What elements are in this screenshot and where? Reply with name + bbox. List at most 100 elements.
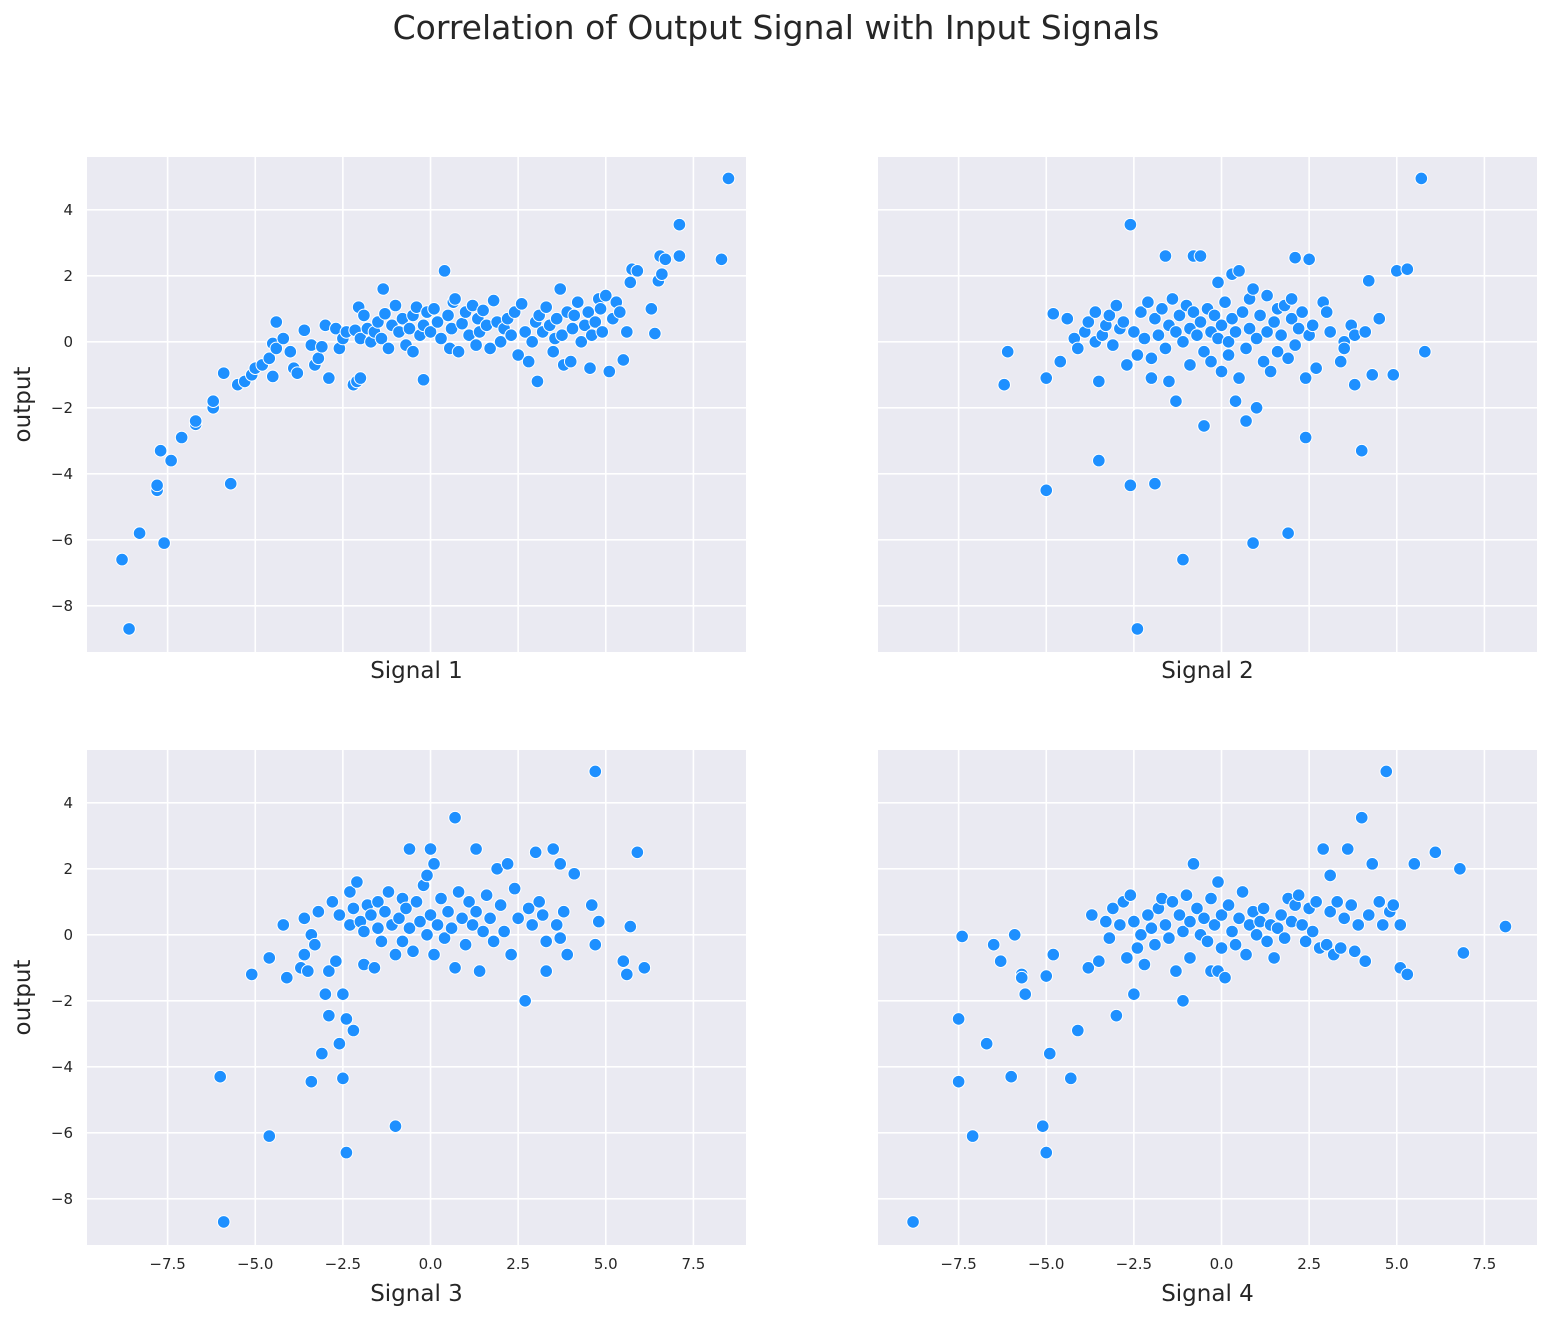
data-point: [1144, 351, 1159, 366]
data-point: [549, 311, 564, 326]
y-tick-label: −2: [51, 399, 73, 417]
data-point: [388, 1119, 403, 1134]
x-tick-label: −5.0: [1028, 1255, 1064, 1273]
data-point: [504, 947, 518, 962]
data-point: [1211, 875, 1225, 889]
data-point: [318, 987, 333, 1002]
data-point: [441, 308, 455, 323]
data-point: [216, 1215, 231, 1229]
data-point: [1081, 961, 1096, 975]
data-point: [325, 895, 340, 909]
data-point: [378, 904, 392, 919]
data-point: [986, 937, 1001, 952]
data-point: [1498, 919, 1513, 934]
data-point: [1039, 483, 1054, 498]
data-point: [153, 443, 168, 458]
data-point: [1249, 928, 1264, 942]
data-point: [535, 908, 550, 922]
data-point: [1358, 954, 1373, 969]
data-point: [1305, 924, 1320, 939]
data-point: [465, 918, 480, 932]
x-tick-label: −7.5: [940, 1255, 976, 1273]
data-point: [1277, 931, 1292, 945]
x-tick-label: 0.0: [1210, 1255, 1234, 1273]
data-point: [1218, 970, 1232, 985]
data-point: [1092, 374, 1106, 389]
data-point: [648, 326, 662, 341]
data-point: [150, 478, 164, 493]
data-point: [1141, 295, 1155, 310]
data-point: [430, 918, 445, 932]
scatter-panel-signal-2: Signal 2: [878, 157, 1537, 684]
data-point: [448, 961, 462, 975]
data-point: [115, 552, 129, 567]
data-point: [1085, 908, 1099, 922]
data-point: [374, 934, 389, 949]
data-point: [371, 895, 385, 909]
data-point: [1305, 318, 1320, 333]
data-point: [1179, 888, 1194, 902]
data-point: [1018, 987, 1033, 1002]
data-point: [308, 937, 322, 952]
data-point: [1141, 908, 1155, 922]
data-point: [1288, 250, 1302, 265]
data-point: [311, 351, 326, 366]
data-point: [1207, 308, 1222, 323]
data-point: [623, 275, 638, 290]
data-point: [304, 1074, 319, 1089]
x-axis-label: Signal 3: [370, 1281, 463, 1307]
data-point: [1330, 895, 1344, 909]
data-point: [437, 931, 452, 945]
data-point: [1176, 994, 1190, 1008]
data-point: [1102, 308, 1117, 323]
data-point: [1228, 937, 1243, 952]
data-point: [1102, 931, 1117, 945]
data-point: [1393, 918, 1408, 932]
data-point: [1232, 911, 1246, 926]
scatter-panel-signal-3: −7.5 −5.0 −2.5 0.0 2.5 5.0 7.5 −8 −6 −4 −2 0 2 4 Signa…: [10, 750, 746, 1307]
data-point: [357, 924, 371, 939]
data-point: [1239, 947, 1253, 962]
x-tick-label: −5.0: [237, 1255, 273, 1273]
data-point: [322, 371, 336, 385]
data-point: [1298, 371, 1313, 385]
y-tick-label: 4: [63, 794, 73, 812]
data-point: [1000, 344, 1015, 359]
data-point: [1193, 315, 1208, 329]
data-point: [1116, 315, 1131, 329]
data-point: [1190, 328, 1204, 343]
data-point: [1333, 941, 1348, 955]
data-point: [1347, 944, 1362, 959]
data-point: [346, 901, 361, 916]
data-point: [993, 954, 1008, 969]
data-point: [1221, 335, 1236, 349]
data-point: [343, 885, 357, 899]
data-point: [530, 374, 545, 389]
data-point: [174, 430, 189, 445]
data-point: [297, 911, 312, 926]
data-point: [423, 325, 438, 339]
data-point: [1337, 911, 1352, 926]
data-point: [1263, 364, 1278, 379]
data-point: [539, 300, 553, 314]
y-tick-label: 2: [63, 860, 73, 878]
data-point: [1162, 931, 1176, 945]
data-point: [906, 1215, 920, 1229]
data-point: [1158, 249, 1173, 263]
data-point: [462, 895, 476, 909]
data-point: [500, 857, 515, 871]
data-point: [1239, 341, 1253, 356]
x-tick-label: 0.0: [419, 1255, 443, 1273]
data-point: [504, 328, 518, 343]
y-tick-label: −2: [51, 992, 73, 1010]
data-point: [430, 315, 445, 329]
data-point: [434, 891, 448, 906]
data-point: [1351, 918, 1366, 932]
data-point: [1298, 934, 1313, 949]
data-point: [1046, 947, 1061, 962]
data-point: [1169, 394, 1183, 409]
data-point: [1235, 305, 1250, 319]
data-point: [332, 908, 347, 922]
data-point: [322, 964, 336, 978]
data-point: [1039, 1145, 1054, 1160]
